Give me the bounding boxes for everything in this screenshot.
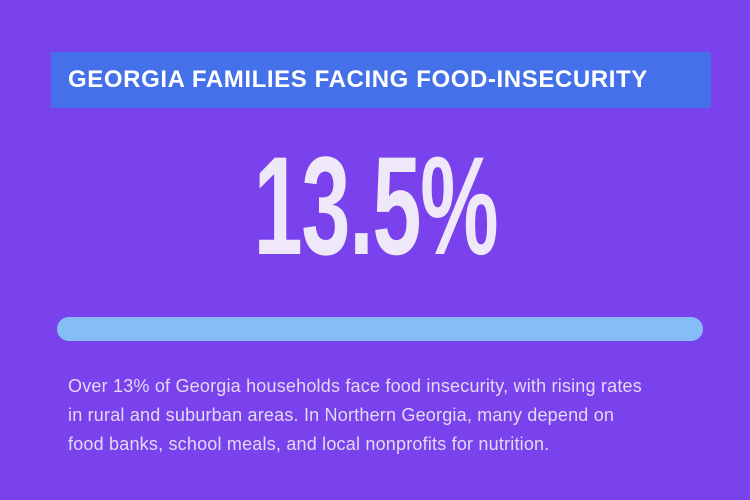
description-text: Over 13% of Georgia households face food… <box>68 372 708 459</box>
highlight-bar <box>57 317 703 341</box>
description-line: Over 13% of Georgia households face food… <box>68 376 642 396</box>
stat-zone: 13.5% <box>0 108 750 317</box>
page-title: GEORGIA FAMILIES FACING FOOD-INSECURITY <box>68 66 648 93</box>
description-line: in rural and suburban areas. In Northern… <box>68 405 615 425</box>
header-band: GEORGIA FAMILIES FACING FOOD-INSECURITY <box>51 52 711 108</box>
description-line: food banks, school meals, and local nonp… <box>68 434 550 454</box>
stat-value: 13.5% <box>253 126 498 284</box>
